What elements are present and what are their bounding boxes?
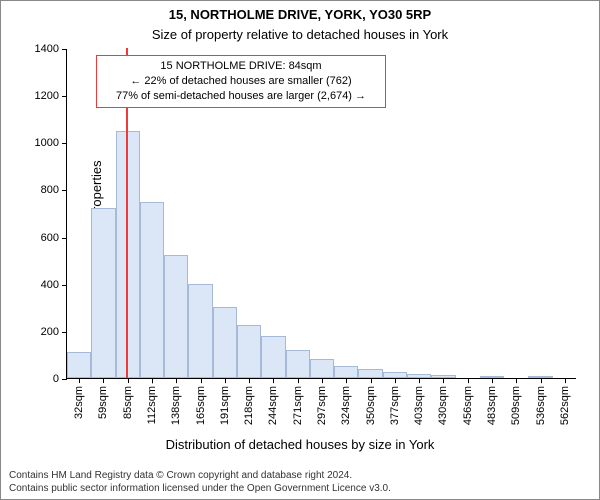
y-tick: 800 <box>41 184 67 196</box>
y-tick: 400 <box>41 279 67 291</box>
x-tick: 191sqm <box>219 378 231 425</box>
histogram-bar <box>286 350 310 378</box>
x-tick: 562sqm <box>559 378 571 425</box>
histogram-bar <box>67 352 91 378</box>
histogram-bar <box>140 202 164 378</box>
x-tick: 112sqm <box>146 378 158 424</box>
x-tick: 218sqm <box>243 378 255 425</box>
x-tick: 244sqm <box>267 378 279 425</box>
x-tick: 456sqm <box>462 378 474 425</box>
y-tick: 1200 <box>35 90 67 102</box>
x-tick: 483sqm <box>486 378 498 425</box>
histogram-bar <box>431 375 455 378</box>
histogram-bar <box>261 336 285 378</box>
y-tick: 1400 <box>35 43 67 55</box>
y-tick: 0 <box>53 373 67 385</box>
x-tick: 85sqm <box>122 378 134 419</box>
x-tick: 138sqm <box>170 378 182 425</box>
x-tick: 403sqm <box>413 378 425 425</box>
x-tick: 324sqm <box>340 378 352 425</box>
histogram-bar <box>358 369 382 378</box>
histogram-bar <box>528 376 552 378</box>
y-tick: 200 <box>41 326 67 338</box>
x-tick: 536sqm <box>535 378 547 425</box>
histogram-bar <box>480 376 504 378</box>
histogram-bar <box>383 372 407 378</box>
histogram-bar <box>213 307 237 378</box>
footer-line: Contains public sector information licen… <box>9 482 391 495</box>
x-axis-label: Distribution of detached houses by size … <box>1 437 599 452</box>
x-tick: 59sqm <box>97 378 109 419</box>
annotation-line: ← 22% of detached houses are smaller (76… <box>103 74 379 89</box>
x-tick: 350sqm <box>365 378 377 425</box>
page-title: 15, NORTHOLME DRIVE, YORK, YO30 5RP <box>1 7 599 22</box>
histogram-bar <box>188 284 212 378</box>
x-tick: 430sqm <box>437 378 449 425</box>
y-tick: 1000 <box>35 137 67 149</box>
x-tick: 32sqm <box>73 378 85 419</box>
histogram-bar <box>310 359 334 378</box>
annotation-line: 77% of semi-detached houses are larger (… <box>103 89 379 104</box>
y-tick: 600 <box>41 232 67 244</box>
x-tick: 297sqm <box>316 378 328 425</box>
annotation-box: 15 NORTHOLME DRIVE: 84sqm← 22% of detach… <box>96 55 386 108</box>
x-tick: 377sqm <box>389 378 401 425</box>
histogram-bar <box>407 374 431 378</box>
histogram-bar <box>164 255 188 378</box>
x-tick: 509sqm <box>510 378 522 425</box>
histogram-bar <box>237 325 261 378</box>
page-subtitle: Size of property relative to detached ho… <box>1 27 599 42</box>
footer-attribution: Contains HM Land Registry data © Crown c… <box>9 469 391 495</box>
x-tick: 165sqm <box>195 378 207 425</box>
x-tick: 271sqm <box>292 378 304 425</box>
annotation-line: 15 NORTHOLME DRIVE: 84sqm <box>103 59 379 74</box>
footer-line: Contains HM Land Registry data © Crown c… <box>9 469 391 482</box>
histogram-bar <box>91 208 115 378</box>
chart-container: 15, NORTHOLME DRIVE, YORK, YO30 5RP Size… <box>0 0 600 500</box>
histogram-bar <box>334 366 358 378</box>
